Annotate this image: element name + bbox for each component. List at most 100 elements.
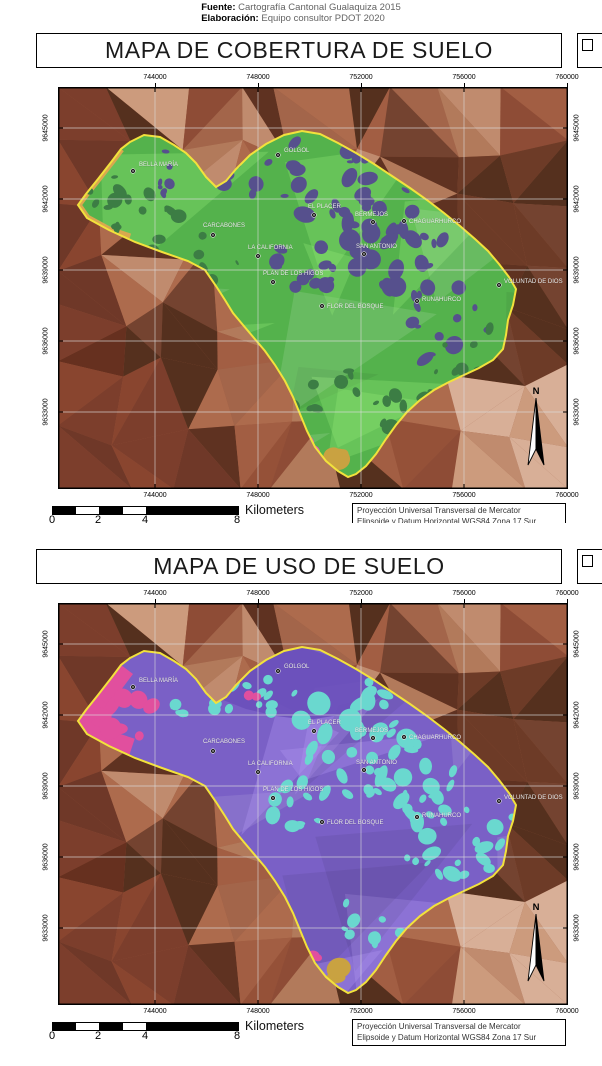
place-marker: FLOR DEL BOSQUE bbox=[319, 819, 384, 827]
place-marker: FLOR DEL BOSQUE bbox=[319, 303, 384, 311]
north-arrow-icon: N bbox=[527, 902, 545, 982]
place-label: CHAGUARHURCO bbox=[409, 219, 461, 225]
scale-segment bbox=[122, 1023, 146, 1031]
x-tick-mark bbox=[258, 599, 259, 604]
place-marker: SAN ANTONIO bbox=[356, 244, 397, 258]
place-label: GOLGOL bbox=[284, 664, 310, 670]
x-tick-label: 752000 bbox=[349, 590, 373, 598]
scale-number: 0 bbox=[48, 514, 56, 524]
scale-number: 2 bbox=[94, 1030, 102, 1043]
place-marker: BERMEJOS bbox=[355, 212, 388, 226]
title-row: MAPA DE USO DE SUELO bbox=[0, 549, 602, 588]
y-tick-label-left: 9645000 bbox=[42, 114, 50, 143]
place-label: BELLA MARÍA bbox=[139, 677, 178, 684]
svg-text:N: N bbox=[533, 386, 540, 397]
x-tick-label: 760000 bbox=[555, 1008, 579, 1016]
place-label: EL PLACER bbox=[308, 204, 341, 210]
places-layer: BELLA MARÍA GOLGOL CARCABONES EL PLACER BERM… bbox=[130, 148, 563, 311]
map-frame: BELLA MARÍA GOLGOL CARCABONES EL PLACER BERM… bbox=[58, 603, 568, 1006]
x-tick-mark bbox=[258, 83, 259, 88]
x-tick-label: 760000 bbox=[555, 74, 579, 82]
map-section-cobertura: MAPA DE COBERTURA DE SUELO 744000 748000 75… bbox=[0, 33, 602, 524]
projection-box: Proyección Universal Transversal de Merc… bbox=[352, 503, 566, 524]
x-tick-label: 756000 bbox=[452, 590, 476, 598]
projection-line-1: Proyección Universal Transversal de Merc… bbox=[357, 506, 521, 516]
elaboration-text: Equipo consultor PDOT 2020 bbox=[258, 13, 385, 25]
place-label: RUNAHURCO bbox=[422, 297, 461, 303]
place-marker: GOLGOL bbox=[275, 664, 310, 675]
scale-segment bbox=[122, 507, 146, 515]
place-label: BELLA MARÍA bbox=[139, 161, 178, 168]
scale-segment bbox=[146, 1023, 238, 1031]
x-tick-mark bbox=[567, 599, 568, 604]
svg-text:N: N bbox=[533, 902, 540, 913]
y-tick-label-right: 9645000 bbox=[573, 630, 581, 659]
legend-mini-swatch bbox=[582, 555, 593, 568]
north-arrow-icon: N bbox=[527, 386, 545, 466]
legend-box-cutoff bbox=[577, 33, 602, 69]
x-tick-label: 744000 bbox=[143, 1008, 167, 1016]
x-tick-label: 752000 bbox=[349, 1008, 373, 1016]
place-marker: CHAGUARHURCO bbox=[401, 734, 462, 742]
x-tick-label: 760000 bbox=[555, 590, 579, 598]
scale-segment bbox=[76, 507, 99, 515]
place-label: LA CALIFORNIA bbox=[248, 245, 293, 251]
place-label: LA CALIFORNIA bbox=[248, 761, 293, 767]
place-marker: BELLA MARÍA bbox=[130, 161, 178, 175]
scale-bar bbox=[52, 506, 239, 516]
y-tick-label-left: 9633000 bbox=[42, 914, 50, 943]
x-tick-label: 748000 bbox=[246, 74, 270, 82]
place-label: VOLUNTAD DE DIOS bbox=[504, 795, 563, 801]
place-label: PLAN DE LOS HIGOS bbox=[263, 787, 323, 793]
scale-unit-label: Kilometers bbox=[245, 1019, 305, 1034]
map-canvas-cobertura: BELLA MARÍA GOLGOL CARCABONES EL PLACER BERM… bbox=[58, 87, 568, 490]
place-marker: CARCABONES bbox=[203, 223, 245, 239]
axis-top: 744000 748000 752000 756000 760000 bbox=[0, 74, 602, 88]
projection-line-1: Proyección Universal Transversal de Merc… bbox=[357, 1022, 521, 1032]
place-label: CARCABONES bbox=[203, 223, 245, 229]
scale-number: 8 bbox=[233, 1030, 241, 1043]
place-label: EL PLACER bbox=[308, 720, 341, 726]
scale-segment bbox=[76, 1023, 99, 1031]
map-area: BELLA MARÍA GOLGOL CARCABONES EL PLACER BERM… bbox=[0, 603, 602, 1006]
y-tick-label-left: 9639000 bbox=[42, 256, 50, 285]
source-label: Fuente: bbox=[201, 2, 236, 13]
y-tick-label-right: 9639000 bbox=[573, 772, 581, 801]
y-tick-label-left: 9639000 bbox=[42, 772, 50, 801]
scale-number: 8 bbox=[233, 514, 241, 524]
source-text: Cartografía Cantonal Gualaquiza 2015 bbox=[235, 2, 401, 13]
axis-bottom: 744000 748000 752000 756000 760000 bbox=[0, 490, 602, 501]
scale-segment bbox=[53, 1023, 76, 1031]
place-marker: EL PLACER bbox=[308, 720, 342, 735]
x-tick-label: 744000 bbox=[143, 492, 167, 500]
x-tick-label: 760000 bbox=[555, 492, 579, 500]
x-tick-label: 748000 bbox=[246, 1008, 270, 1016]
scale-number: 4 bbox=[141, 1030, 149, 1043]
place-marker: CHAGUARHURCO bbox=[401, 218, 462, 226]
scale-row: 0 2 4 8 Kilometers Proyección Universal Trans… bbox=[0, 502, 602, 524]
place-label: SAN ANTONIO bbox=[356, 760, 397, 766]
x-tick-mark bbox=[567, 83, 568, 88]
y-tick-label-left: 9636000 bbox=[42, 327, 50, 356]
x-tick-mark bbox=[155, 83, 156, 88]
y-tick-label-right: 9645000 bbox=[573, 114, 581, 143]
legend-mini-swatch bbox=[582, 39, 593, 52]
scale-number: 4 bbox=[141, 514, 149, 524]
place-label: CHAGUARHURCO bbox=[409, 735, 461, 741]
axis-bottom: 744000 748000 752000 756000 760000 bbox=[0, 1006, 602, 1017]
y-tick-label-right: 9633000 bbox=[573, 398, 581, 427]
x-tick-mark bbox=[361, 599, 362, 604]
x-tick-label: 744000 bbox=[143, 74, 167, 82]
place-label: RUNAHURCO bbox=[422, 813, 461, 819]
x-tick-mark bbox=[464, 83, 465, 88]
y-tick-label-left: 9633000 bbox=[42, 398, 50, 427]
x-tick-label: 752000 bbox=[349, 74, 373, 82]
x-tick-label: 756000 bbox=[452, 1008, 476, 1016]
place-label: PLAN DE LOS HIGOS bbox=[263, 271, 323, 277]
x-tick-label: 744000 bbox=[143, 590, 167, 598]
legend-box-cutoff bbox=[577, 549, 602, 585]
y-tick-label-right: 9636000 bbox=[573, 843, 581, 872]
map-frame: BELLA MARÍA GOLGOL CARCABONES EL PLACER BERM… bbox=[58, 87, 568, 490]
x-tick-mark bbox=[361, 83, 362, 88]
